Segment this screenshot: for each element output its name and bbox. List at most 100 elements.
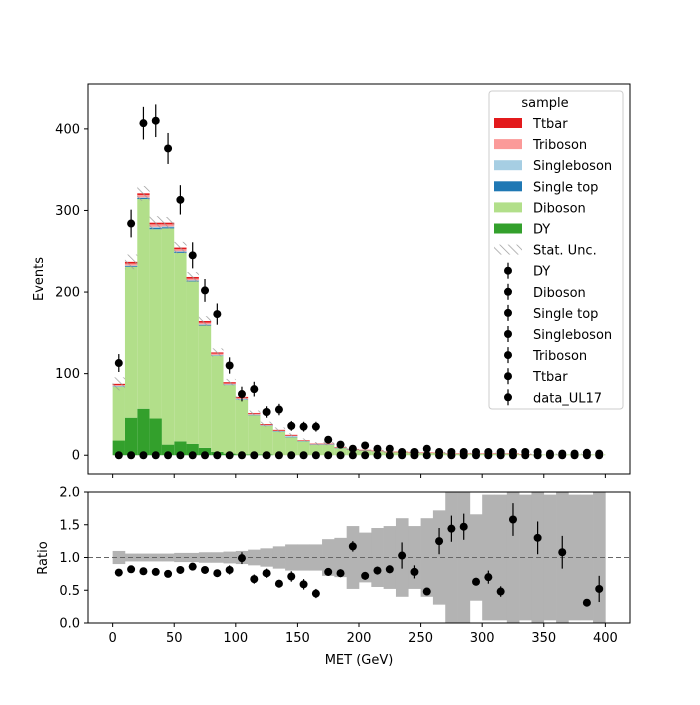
data-point — [238, 390, 246, 398]
stack-bar — [125, 418, 137, 456]
zero-marker — [312, 451, 320, 459]
stack-bar — [236, 400, 248, 455]
stack-bar — [137, 409, 149, 456]
data-point — [312, 423, 320, 431]
ratio-point — [386, 565, 394, 573]
ratio-point — [176, 566, 184, 574]
main-x-axis — [113, 474, 606, 478]
ratio-point — [275, 580, 283, 588]
ratio-point — [337, 569, 345, 577]
data-point — [226, 361, 234, 369]
stack-bar — [248, 415, 260, 454]
stack-bar — [211, 356, 223, 452]
y-tick-label: 100 — [55, 367, 80, 382]
legend-label: Ttbar — [532, 117, 568, 132]
stack-bar — [187, 281, 199, 443]
ratio-x-tick-label: 350 — [531, 631, 556, 646]
ratio-point — [361, 572, 369, 580]
data-point — [189, 251, 197, 259]
data-point — [435, 448, 443, 456]
data-point — [558, 450, 566, 458]
data-point — [583, 449, 591, 457]
data-point — [300, 423, 308, 431]
stack-bar — [137, 199, 149, 409]
legend-marker — [504, 288, 512, 296]
ratio-point — [423, 588, 431, 596]
zero-marker — [324, 451, 332, 459]
data-point — [410, 448, 418, 456]
stat-unc-hatch — [248, 411, 260, 416]
stat-unc-hatch — [113, 377, 125, 390]
zero-marker — [337, 451, 345, 459]
data-point — [287, 422, 295, 430]
zero-marker — [300, 451, 308, 459]
legend-swatch — [494, 139, 522, 149]
stat-unc-hatch — [137, 186, 149, 201]
ratio-point — [509, 516, 517, 524]
ratio-x-tick-label: 250 — [408, 631, 433, 646]
ratio-point — [324, 568, 332, 576]
data-point — [497, 448, 505, 456]
data-point — [361, 441, 369, 449]
legend-title: sample — [521, 96, 568, 111]
data-point — [324, 436, 332, 444]
legend-marker — [504, 330, 512, 338]
ratio-y-tick-label: 1.0 — [59, 551, 80, 566]
legend-label: Diboson — [533, 286, 586, 301]
stack-bar — [174, 253, 186, 441]
figure: 0100200300400 Events sampleTtbarTriboson… — [0, 0, 700, 700]
stat-unc-hatch — [260, 422, 272, 427]
stat-unc-hatch — [150, 216, 162, 229]
legend-label: data_UL17 — [533, 391, 602, 406]
data-point — [176, 196, 184, 204]
ratio-point — [497, 588, 505, 596]
zero-marker — [164, 451, 172, 459]
main-y-axis-label: Events — [32, 257, 47, 301]
y-tick-label: 300 — [55, 204, 80, 219]
data-point — [546, 450, 554, 458]
data-point — [398, 448, 406, 456]
ratio-point — [435, 537, 443, 545]
ratio-y-axis-label: Ratio — [36, 541, 51, 574]
x-axis-label: MET (GeV) — [325, 653, 394, 668]
legend-marker — [504, 309, 512, 317]
stat-unc-hatch — [199, 316, 211, 326]
ratio-y-tick-label: 0.0 — [59, 617, 80, 632]
ratio-point — [115, 569, 123, 577]
ratio-point — [595, 585, 603, 593]
ratio-point — [373, 567, 381, 575]
y-tick-label: 200 — [55, 286, 80, 301]
data-point — [275, 406, 283, 414]
y-tick-label: 400 — [55, 122, 80, 137]
ratio-point — [226, 566, 234, 574]
legend-swatch — [494, 202, 522, 212]
zero-marker — [250, 451, 258, 459]
legend-label: Diboson — [533, 201, 586, 216]
zero-marker — [213, 451, 221, 459]
stat-unc-hatch — [211, 348, 223, 356]
ratio-point — [447, 525, 455, 533]
data-point — [201, 286, 209, 294]
stack-bar — [224, 385, 236, 454]
zero-marker — [189, 451, 197, 459]
ratio-y-tick-label: 1.5 — [59, 518, 80, 533]
legend-label: DY — [533, 223, 550, 238]
stat-unc-hatch — [187, 272, 199, 282]
legend-swatch — [494, 245, 522, 255]
data-point — [373, 445, 381, 453]
ratio-point — [410, 568, 418, 576]
ratio-point — [484, 573, 492, 581]
data-point — [460, 448, 468, 456]
zero-marker — [127, 451, 135, 459]
legend-swatch — [494, 160, 522, 170]
legend-marker — [504, 267, 512, 275]
ratio-y-axis: 0.00.51.01.52.0 — [59, 486, 88, 632]
zero-marker — [176, 451, 184, 459]
ratio-point — [287, 572, 295, 580]
data-point — [509, 448, 517, 456]
ratio-point — [398, 552, 406, 560]
stack-bar — [125, 267, 137, 418]
ratio-point — [583, 599, 591, 607]
